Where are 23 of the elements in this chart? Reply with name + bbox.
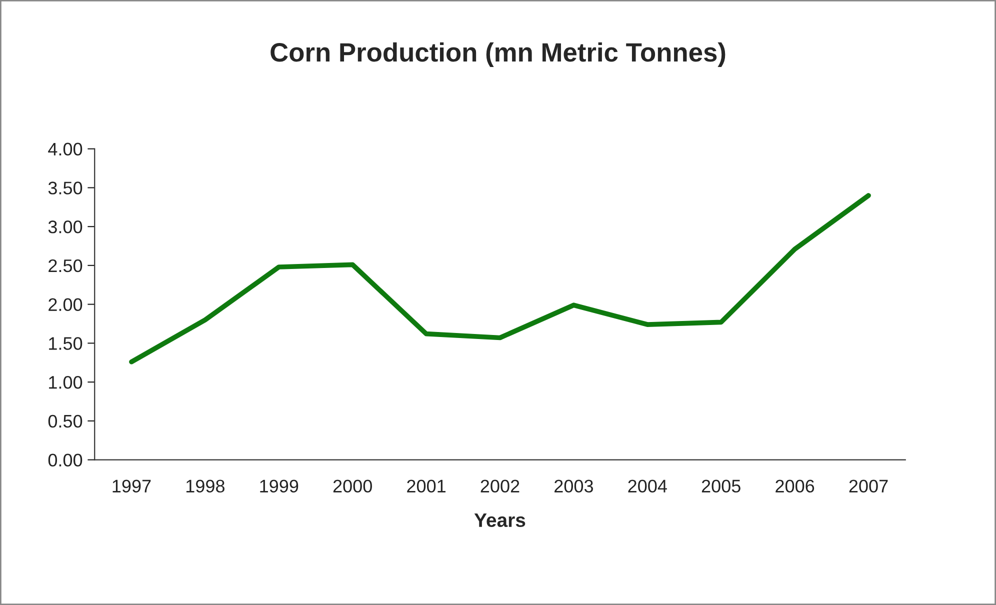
y-tick-label: 1.50	[49, 337, 82, 350]
chart-title: Corn Production (mn Metric Tonnes)	[270, 42, 726, 67]
x-tick-label: 1999	[260, 480, 298, 493]
y-tick-label: 2.50	[48, 259, 82, 272]
y-tick-label: 3.00	[48, 220, 82, 234]
y-tick-label: 0.00	[48, 454, 82, 467]
line-series	[129, 193, 871, 364]
y-tick-label: 0.50	[48, 414, 82, 428]
x-tick-label: 2006	[776, 480, 814, 493]
x-tick-label: 1998	[186, 480, 224, 493]
x-tick-label: 2007	[849, 480, 888, 493]
x-tick-label: 2004	[628, 480, 667, 493]
x-tick-label: 1997	[112, 480, 151, 493]
x-tick-label: 2000	[333, 480, 372, 493]
x-tick-label: 2001	[407, 480, 446, 493]
x-tick-label: 2003	[554, 480, 593, 493]
x-axis-title: Years	[474, 513, 526, 528]
x-tick-label: 2005	[702, 480, 740, 493]
y-tick-label: 4.00	[48, 142, 82, 156]
y-tick-label: 1.00	[49, 376, 82, 389]
x-tick-label: 2002	[480, 480, 520, 493]
y-tick-label: 2.00	[48, 298, 82, 312]
y-tick-label: 3.50	[48, 182, 82, 194]
